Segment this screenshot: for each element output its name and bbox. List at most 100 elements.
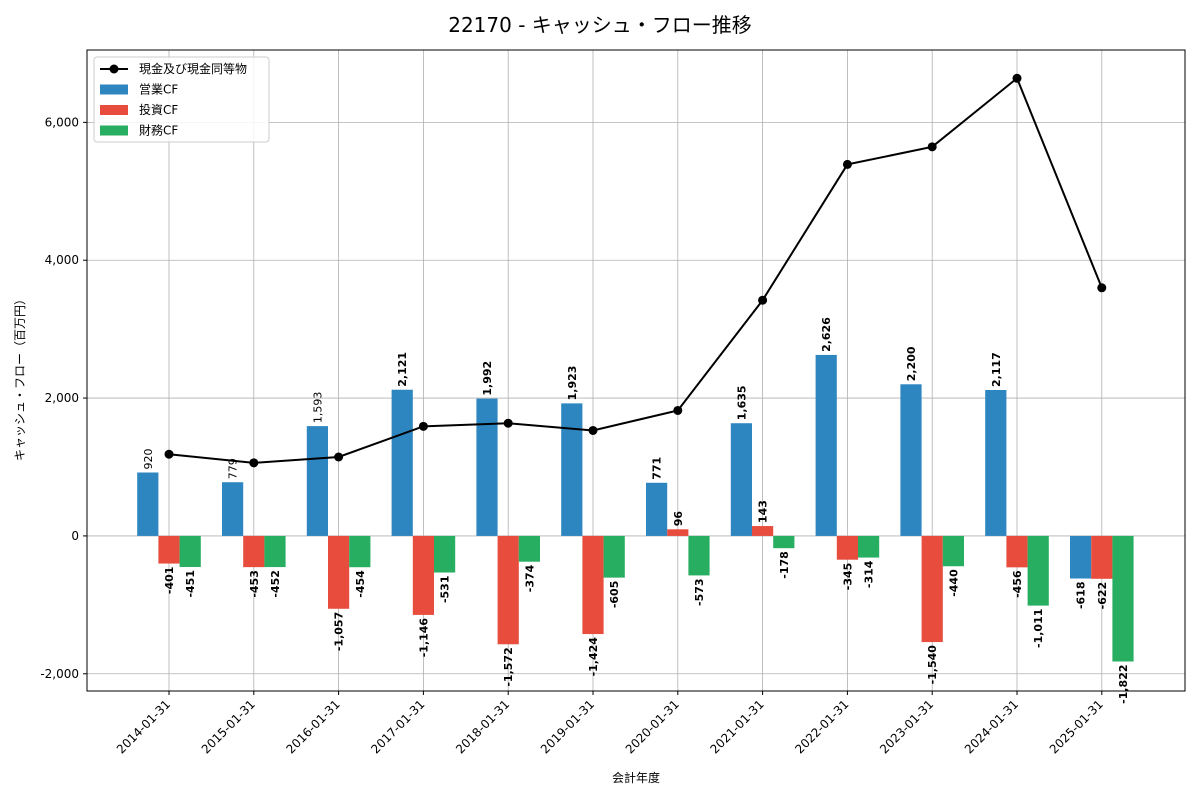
bar [667, 529, 689, 536]
bar-data-label: -1,146 [417, 618, 430, 658]
y-tick-label: 2,000 [45, 391, 79, 405]
bar-data-label: -1,822 [1117, 665, 1130, 704]
bar [1112, 535, 1134, 662]
bar [688, 535, 710, 576]
cash-point [164, 449, 174, 459]
bar-data-label: 779 [227, 458, 240, 479]
y-tick-label: 6,000 [45, 115, 79, 129]
bar [603, 535, 625, 578]
bar [1070, 535, 1092, 579]
bar-data-label: 2,200 [905, 346, 918, 381]
bar-data-label: 2,121 [396, 352, 409, 387]
bar [921, 535, 943, 643]
bar-data-label: -1,572 [502, 647, 515, 686]
bar-data-label: -1,540 [926, 645, 939, 685]
bar-data-label: -374 [523, 564, 536, 592]
bar [815, 354, 837, 536]
bar-data-label: -605 [608, 581, 621, 609]
bar [561, 403, 583, 536]
bar-data-label: -1,424 [587, 637, 600, 677]
legend-bar-swatch [100, 125, 128, 136]
bar-data-label: 771 [651, 457, 664, 480]
bar [985, 390, 1007, 536]
bar-data-label: -1,057 [333, 612, 346, 651]
bar-data-label: -314 [863, 560, 876, 588]
bar-data-label: -573 [693, 578, 706, 606]
bar-data-label: -345 [841, 563, 854, 591]
cash-point [758, 295, 768, 305]
bar-data-label: -453 [248, 570, 261, 598]
bar [476, 398, 498, 536]
y-tick-label: 0 [71, 529, 79, 543]
bar-data-label: 143 [757, 500, 770, 523]
bar [264, 535, 286, 568]
cash-line [168, 76, 1103, 464]
cash-point [1097, 283, 1107, 293]
bar-data-label: 1,635 [735, 385, 748, 420]
legend-bar-swatch [100, 105, 128, 115]
y-tick-label: -2,000 [40, 667, 79, 681]
cash-point [503, 418, 513, 428]
bar-data-label: 2,117 [990, 352, 1003, 387]
bar [243, 535, 265, 568]
legend-box [93, 56, 270, 143]
bar-data-label: -178 [778, 551, 791, 579]
cash-point [927, 142, 937, 152]
cash-point [842, 159, 852, 169]
bar [137, 472, 159, 536]
y-axis-label: キャッシュ・フロー（百万円） [13, 293, 27, 461]
line-layer [164, 73, 1107, 468]
bar [306, 426, 328, 536]
bar [836, 535, 858, 560]
bar [179, 535, 201, 568]
bar [1006, 535, 1028, 568]
bar-data-label: 2,626 [820, 317, 833, 352]
bar [158, 535, 180, 564]
bar-data-label: -531 [439, 576, 452, 604]
bar [773, 535, 795, 549]
cash-point [249, 458, 259, 468]
bar-data-label: -456 [1011, 570, 1024, 598]
bar [646, 482, 668, 536]
cash-point [1012, 73, 1022, 83]
y-tick-label: 4,000 [45, 253, 79, 267]
cash-point [334, 452, 344, 462]
x-axis-label: 会計年度 [612, 770, 660, 785]
bar [942, 535, 964, 567]
cash-point [418, 421, 428, 431]
bar-data-label: 1,992 [481, 361, 494, 396]
legend-label: 営業CF [139, 83, 178, 97]
bar-data-label: -451 [184, 570, 197, 598]
bar [497, 535, 519, 645]
legend-marker [109, 64, 119, 74]
bar [222, 482, 244, 536]
bar-data-label: -454 [354, 570, 367, 598]
bar [412, 535, 434, 615]
bar [518, 535, 540, 562]
bar [752, 526, 774, 536]
legend-label: 現金及び現金同等物 [139, 61, 247, 76]
bar-data-label: -618 [1075, 582, 1088, 610]
cash-point [673, 405, 683, 415]
bar-data-label: 1,593 [311, 392, 324, 424]
bar [328, 535, 350, 609]
bar [1027, 535, 1049, 606]
bar-data-label: -452 [269, 570, 282, 598]
legend-label: 投資CF [139, 102, 178, 117]
legend-bar-swatch [100, 84, 128, 95]
bar [434, 535, 456, 573]
label-layer: 920 779 1,593 2,121 1,992 1,923 771 1,635 2,626 2… [142, 317, 1130, 704]
chart-title: 22170 - キャッシュ・フロー推移 [448, 13, 752, 37]
bar [858, 535, 880, 558]
cash-point [588, 425, 598, 435]
bar [582, 535, 604, 635]
bar [349, 535, 371, 568]
bar-data-label: -1,011 [1032, 609, 1045, 648]
bar-layer [137, 354, 1134, 662]
bar [1091, 535, 1113, 579]
bar-data-label: 96 [672, 511, 685, 527]
bar [900, 384, 922, 536]
